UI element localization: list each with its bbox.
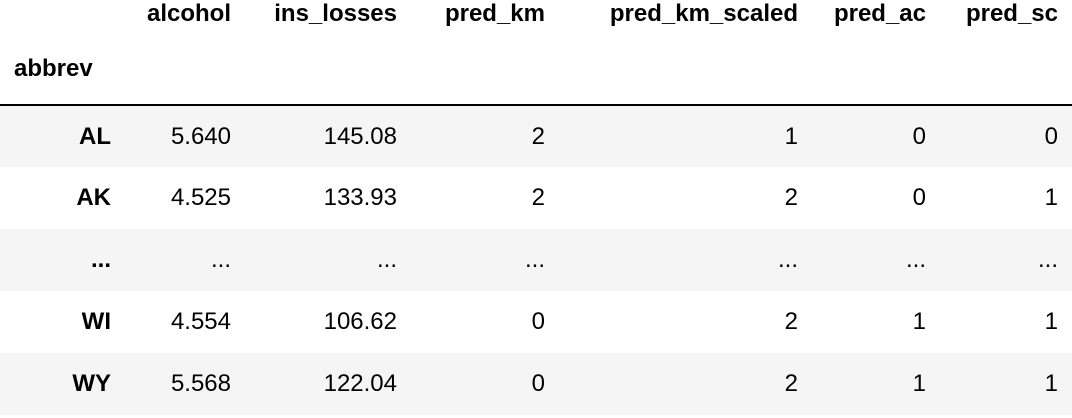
table-cell: 0 [912,184,926,211]
table-cell: 145.08 [323,122,397,150]
row-index: ... [90,246,111,273]
table-cell: 1 [784,122,798,150]
table-header: alcohol ins_losses pred_km pred_km_scale… [0,0,1072,105]
table-row: WI 4.554 106.62 0 2 1 1 [0,291,1072,353]
table-cell: ... [905,246,926,273]
row-index: WY [72,370,111,397]
row-index: AL [79,122,111,150]
table-cell: 133.93 [323,184,397,211]
table-cell: 1 [912,370,926,397]
column-header-row: alcohol ins_losses pred_km pred_km_scale… [0,0,1072,34]
row-index: AK [76,184,111,211]
row-index: WI [81,308,111,335]
table-cell: 4.554 [170,308,231,335]
column-header: alcohol [146,0,231,27]
table-cell: 5.640 [170,122,231,150]
table-row: AL 5.640 145.08 2 1 0 0 [0,105,1072,167]
table-cell: 2 [784,184,798,211]
table-row: AK 4.525 133.93 2 2 0 1 [0,167,1072,229]
column-header: pred_km [444,0,545,27]
table-cell: 122.04 [323,370,397,397]
table-cell: 1 [1044,370,1058,397]
table-cell: ... [524,246,545,273]
table-row: ... ... ... ... ... ... ... [0,229,1072,291]
table-cell: 106.62 [323,308,397,335]
table-cell: 0 [531,308,545,335]
table-cell: 0 [912,122,926,150]
index-name: abbrev [14,55,93,82]
table-body: AL 5.640 145.08 2 1 0 0 AK 4.525 133.93 … [0,105,1072,415]
column-header: pred_km_scaled [609,0,798,27]
table-cell: 5.568 [170,370,231,397]
table-cell: 2 [784,308,798,335]
table-cell: 2 [531,122,545,150]
table-cell: 2 [531,184,545,211]
table-cell: ... [1037,246,1058,273]
table-cell: 1 [912,308,926,335]
table-cell: 4.525 [170,184,231,211]
table-cell: ... [777,246,798,273]
table-cell: ... [376,246,397,273]
table-cell: 1 [1044,308,1058,335]
column-header: pred_sc [965,0,1058,27]
column-header: pred_ac [833,0,926,27]
table-cell: ... [210,246,231,273]
table-cell: 0 [1044,122,1058,150]
table-cell: 0 [531,370,545,397]
index-name-row: abbrev [0,34,1072,105]
column-header: ins_losses [274,0,397,27]
table-cell: 1 [1044,184,1058,211]
table-row: WY 5.568 122.04 0 2 1 1 [0,353,1072,415]
header-corner [0,0,125,34]
table-cell: 2 [784,370,798,397]
